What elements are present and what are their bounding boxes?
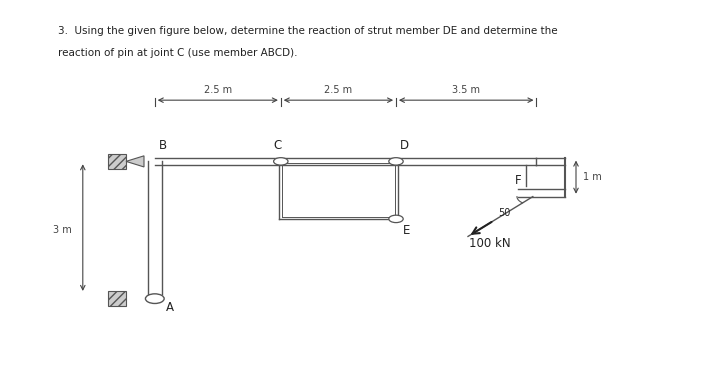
Circle shape bbox=[389, 158, 403, 165]
Text: reaction of pin at joint C (use member ABCD).: reaction of pin at joint C (use member A… bbox=[58, 48, 297, 58]
Polygon shape bbox=[126, 156, 144, 167]
Polygon shape bbox=[108, 291, 126, 306]
Text: 3.5 m: 3.5 m bbox=[452, 85, 480, 95]
Polygon shape bbox=[108, 154, 126, 169]
Text: 3 m: 3 m bbox=[53, 225, 72, 235]
Text: E: E bbox=[403, 224, 410, 237]
Text: 3.  Using the given figure below, determine the reaction of strut member DE and : 3. Using the given figure below, determi… bbox=[58, 26, 557, 36]
Circle shape bbox=[389, 215, 403, 223]
Text: 1 m: 1 m bbox=[583, 172, 602, 182]
Text: 2.5 m: 2.5 m bbox=[204, 85, 232, 95]
Text: D: D bbox=[400, 139, 409, 152]
Text: 50: 50 bbox=[498, 208, 510, 218]
Text: A: A bbox=[166, 301, 174, 313]
Text: 100 kN: 100 kN bbox=[469, 237, 510, 250]
Text: 2.5 m: 2.5 m bbox=[324, 85, 353, 95]
Text: F: F bbox=[516, 174, 522, 187]
Text: B: B bbox=[158, 139, 166, 152]
Circle shape bbox=[274, 158, 288, 165]
Text: C: C bbox=[273, 139, 282, 152]
